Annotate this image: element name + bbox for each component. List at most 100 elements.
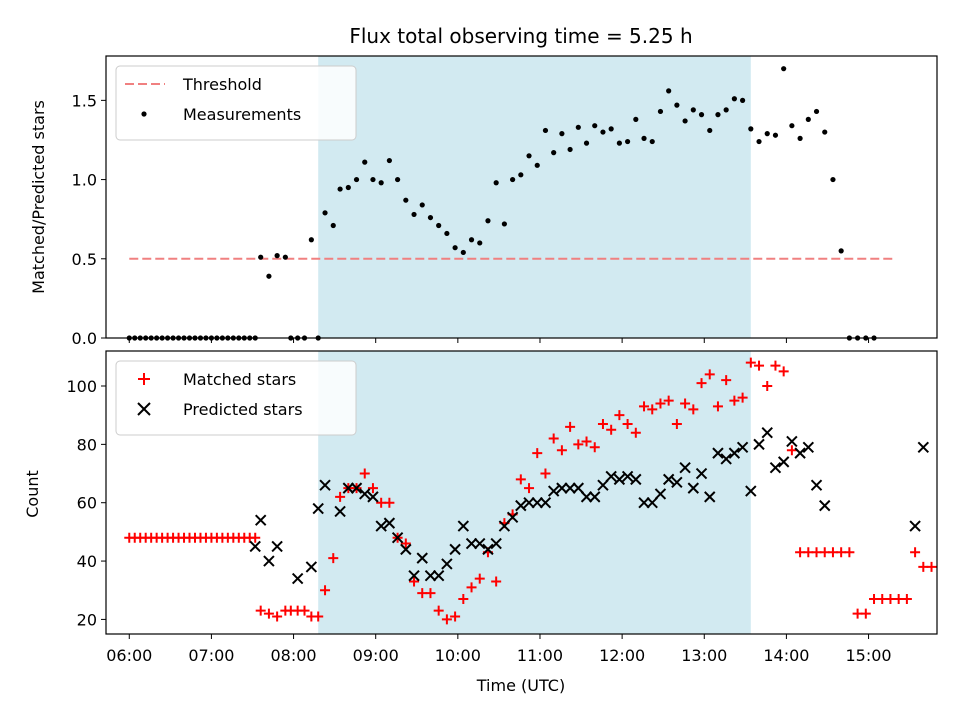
bottom-y-tick-label: 100 bbox=[66, 377, 97, 396]
predicted-star-point bbox=[720, 453, 732, 465]
measurement-point bbox=[690, 107, 696, 113]
predicted-star-point bbox=[794, 447, 806, 459]
measurement-point bbox=[308, 237, 314, 243]
predicted-star-point bbox=[589, 491, 601, 503]
bottom-legend bbox=[115, 360, 357, 436]
matched-star-point bbox=[328, 553, 339, 564]
top-axes-frame bbox=[105, 55, 938, 339]
legend-measurement-swatch bbox=[141, 111, 147, 117]
matched-star-point bbox=[639, 401, 650, 412]
predicted-star-point bbox=[383, 517, 396, 529]
predicted-star-point bbox=[572, 482, 585, 494]
measurement-point bbox=[583, 140, 590, 146]
measurement-point bbox=[427, 214, 434, 221]
predicted-star-point bbox=[695, 467, 708, 480]
x-tick-label: 11:00 bbox=[517, 646, 563, 665]
predicted-star-point bbox=[917, 441, 930, 453]
predicted-star-point bbox=[350, 482, 363, 494]
predicted-star-point bbox=[671, 476, 683, 488]
predicted-star-point bbox=[375, 520, 387, 532]
measurement-point bbox=[282, 254, 288, 260]
matched-star-point bbox=[532, 448, 543, 459]
measurement-point bbox=[501, 221, 507, 227]
matched-star-point bbox=[729, 395, 740, 406]
predicted-star-point bbox=[547, 485, 560, 497]
measurement-point bbox=[436, 222, 442, 229]
predicted-star-point bbox=[432, 569, 445, 582]
matched-star-point bbox=[680, 398, 691, 409]
predicted-star-point bbox=[909, 520, 921, 532]
matched-star-point bbox=[556, 445, 567, 456]
matched-star-point bbox=[671, 418, 682, 429]
x-tick-label: 13:00 bbox=[681, 646, 727, 665]
bottom-y-axis-label: Count bbox=[23, 470, 42, 518]
matched-star-point bbox=[860, 608, 871, 619]
matched-star-point bbox=[524, 483, 535, 494]
matched-star-point bbox=[786, 445, 797, 456]
matched-star-point bbox=[272, 611, 283, 622]
predicted-star-point bbox=[449, 543, 461, 556]
matched-star-point bbox=[263, 608, 274, 619]
predicted-star-point bbox=[305, 561, 318, 573]
matched-star-point bbox=[441, 614, 452, 625]
matched-star-point bbox=[400, 538, 411, 549]
measurement-point bbox=[485, 218, 491, 224]
matched-star-point bbox=[573, 439, 584, 450]
matched-star-point bbox=[313, 611, 324, 622]
matched-star-point bbox=[515, 474, 526, 485]
measurement-point bbox=[274, 253, 280, 259]
measurement-point bbox=[362, 159, 368, 165]
predicted-star-point bbox=[515, 499, 527, 512]
measurement-point bbox=[337, 186, 343, 192]
matched-star-point bbox=[335, 491, 346, 502]
bottom-y-tick-label: 40 bbox=[77, 552, 97, 571]
predicted-star-point bbox=[482, 543, 494, 556]
matched-star-point bbox=[778, 366, 789, 377]
x-tick-label: 12:00 bbox=[599, 646, 645, 665]
predicted-star-point bbox=[498, 520, 511, 532]
measurement-point bbox=[575, 124, 581, 130]
matched-star-point bbox=[320, 585, 331, 596]
measurement-point bbox=[403, 197, 409, 203]
measurement-point bbox=[764, 131, 770, 137]
legend-predicted-swatch bbox=[137, 402, 151, 416]
measurement-point bbox=[322, 210, 328, 216]
legend-matched-swatch bbox=[138, 373, 150, 385]
matched-star-point bbox=[721, 375, 732, 386]
predicted-star-point bbox=[556, 482, 568, 494]
predicted-star-point bbox=[728, 447, 741, 459]
chart-title: Flux total observing time = 5.25 h bbox=[349, 24, 692, 48]
top-legend bbox=[115, 65, 357, 141]
predicted-star-point bbox=[753, 438, 765, 451]
predicted-star-point bbox=[621, 470, 634, 483]
measurement-point bbox=[452, 245, 458, 251]
predicted-star-point bbox=[254, 514, 267, 526]
matched-star-point bbox=[548, 433, 559, 444]
measurement-point bbox=[345, 184, 351, 191]
matched-star-point bbox=[696, 378, 707, 389]
top-y-tick-label: 1.0 bbox=[72, 171, 97, 190]
predicted-star-point bbox=[391, 532, 404, 544]
predicted-star-point bbox=[630, 473, 642, 486]
measurement-point bbox=[731, 96, 737, 102]
predicted-star-point bbox=[249, 540, 261, 553]
bottom-y-tick-label: 20 bbox=[77, 610, 97, 629]
matched-star-point bbox=[844, 547, 855, 558]
matched-star-point bbox=[901, 593, 912, 604]
predicted-star-point bbox=[687, 482, 700, 494]
measurement-point bbox=[822, 129, 828, 135]
predicted-star-point bbox=[408, 569, 420, 582]
measurement-point bbox=[633, 116, 639, 122]
measurement-point bbox=[739, 97, 746, 103]
measurement-point bbox=[534, 162, 540, 168]
predicted-star-point bbox=[564, 482, 576, 494]
measurement-point bbox=[813, 108, 820, 115]
measurement-point bbox=[830, 176, 836, 183]
predicted-star-point bbox=[342, 482, 355, 494]
measurement-point bbox=[624, 138, 631, 145]
matched-star-point bbox=[614, 410, 625, 421]
top-panel: 0.0 0.5 1.0 1.5 Threshold Measurements bbox=[72, 55, 938, 348]
top-y-tick-label: 0.0 bbox=[72, 329, 97, 348]
measurement-point bbox=[789, 123, 795, 129]
predicted-star-point bbox=[457, 520, 470, 532]
